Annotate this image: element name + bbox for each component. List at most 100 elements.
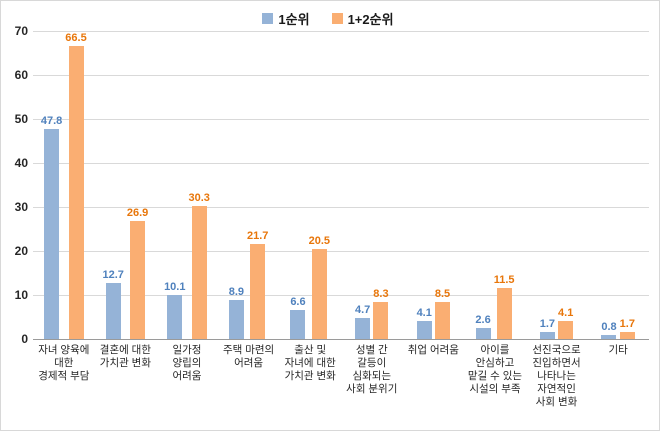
bar xyxy=(68,46,84,339)
grid-layer xyxy=(33,31,649,339)
bar-value-label: 0.8 xyxy=(601,321,617,334)
bar-value-label: 4.1 xyxy=(416,306,432,319)
bar xyxy=(191,205,207,339)
bar-value-label: 8.5 xyxy=(434,287,451,300)
bar-column: 12.7 xyxy=(102,269,124,339)
bar xyxy=(619,331,635,339)
bar-value-label: 2.6 xyxy=(475,313,491,326)
bar-column: 2.6 xyxy=(475,313,491,339)
legend-label: 1순위 xyxy=(278,11,310,27)
gridline xyxy=(33,75,649,76)
bar xyxy=(601,335,617,339)
x-category-label: 취업 어려움 xyxy=(407,344,459,356)
bar xyxy=(130,220,146,339)
bar-value-label: 30.3 xyxy=(188,191,210,204)
bar xyxy=(167,294,183,339)
bar-column: 11.5 xyxy=(494,274,515,339)
bar-column: 10.1 xyxy=(164,281,185,339)
y-tick-label: 20 xyxy=(14,244,28,258)
legend-label: 1+2순위 xyxy=(347,11,394,27)
gridline xyxy=(33,31,649,32)
gridline xyxy=(33,163,649,164)
bar-group: 4.1 8.5 xyxy=(403,31,465,339)
gridline xyxy=(33,207,649,208)
bar xyxy=(475,327,491,339)
bar-value-label: 21.7 xyxy=(247,229,269,242)
x-category-label: 아이를 안심하고 맡길 수 있는 시설의 부족 xyxy=(467,344,523,395)
y-tick-label: 70 xyxy=(14,24,28,38)
y-tick-label: 40 xyxy=(14,156,28,170)
x-category-label: 기타 xyxy=(608,344,628,356)
bar xyxy=(311,248,327,339)
x-category-label: 출산 및 자녀에 대한 가치관 변화 xyxy=(284,344,336,382)
bar-value-label: 20.5 xyxy=(308,234,331,247)
bar-column: 20.5 xyxy=(309,235,330,339)
bar-value-label: 8.9 xyxy=(228,285,245,298)
bar-column: 30.3 xyxy=(188,191,210,339)
x-category-label: 결혼에 대한 가치관 변화 xyxy=(99,344,151,369)
y-tick-label: 50 xyxy=(14,112,28,126)
x-category-label: 자녀 양육에 대한 경제적 부담 xyxy=(38,344,90,382)
bar-group: 0.8 1.7 xyxy=(587,31,649,339)
legend: 1순위 1+2순위 xyxy=(7,7,649,29)
bar-column: 21.7 xyxy=(247,230,268,339)
bar-value-label: 1.7 xyxy=(619,317,635,330)
bar-value-label: 26.9 xyxy=(126,206,149,219)
bar xyxy=(435,301,450,339)
gridline xyxy=(33,119,649,120)
bar-value-label: 8.3 xyxy=(373,288,389,301)
chart-body: 0 10 20 30 40 50 60 70 47.8 66.5 12.7 26.9 10.1 30.3… xyxy=(7,24,649,409)
bar-group: 4.7 8.3 xyxy=(341,31,403,339)
bar-column: 1.7 xyxy=(540,318,555,339)
bar-value-label: 11.5 xyxy=(493,274,515,287)
bar xyxy=(355,318,371,339)
bar-group: 12.7 26.9 xyxy=(95,31,157,339)
x-category-label: 주택 마련의 어려움 xyxy=(222,344,275,369)
bar-column: 26.9 xyxy=(127,207,148,339)
y-tick-label: 60 xyxy=(14,68,28,82)
bar-column: 8.5 xyxy=(435,288,450,339)
bar-group: 8.9 21.7 xyxy=(218,31,280,339)
legend-swatch-icon xyxy=(331,12,343,24)
bar-value-label: 6.6 xyxy=(290,295,306,308)
bar-group: 10.1 30.3 xyxy=(156,31,218,339)
bar-group: 2.6 11.5 xyxy=(464,31,526,339)
bar xyxy=(373,302,389,339)
bar-value-label: 4.7 xyxy=(354,304,371,317)
legend-swatch-icon xyxy=(262,12,274,24)
bar-value-label: 4.1 xyxy=(558,306,574,319)
bar xyxy=(228,299,244,339)
bar-column: 4.1 xyxy=(417,307,432,339)
plot-area: 47.8 66.5 12.7 26.9 10.1 30.3 8.9 21.7 6.6 20.5 4.… xyxy=(33,31,649,340)
bar xyxy=(250,243,266,339)
bar-value-label: 66.5 xyxy=(65,32,87,45)
bar xyxy=(105,283,121,339)
bar-column: 8.9 xyxy=(229,286,244,339)
bar xyxy=(290,309,306,339)
bar-column: 0.8 xyxy=(601,321,617,339)
plot-column: 47.8 66.5 12.7 26.9 10.1 30.3 8.9 21.7 6.6 20.5 4.… xyxy=(33,31,649,409)
legend-item: 1+2순위 xyxy=(331,9,394,28)
bar-group: 6.6 20.5 xyxy=(279,31,341,339)
bar xyxy=(416,320,432,339)
bar xyxy=(539,331,555,339)
bar-group: 1.7 4.1 xyxy=(526,31,588,339)
bar-column: 1.7 xyxy=(620,318,635,339)
y-tick-label: 10 xyxy=(14,288,28,302)
bar-column: 66.5 xyxy=(65,32,87,339)
bar xyxy=(558,320,574,339)
bar-column: 6.6 xyxy=(290,295,306,339)
x-axis-labels: 자녀 양육에 대한 경제적 부담 결혼에 대한 가치관 변화 일가정 양립의 어려움 주택 마련… xyxy=(33,344,649,409)
gridline xyxy=(33,295,649,296)
y-tick-label: 0 xyxy=(21,332,28,346)
bar-column: 47.8 xyxy=(41,115,62,339)
y-axis: 0 10 20 30 40 50 60 70 xyxy=(7,24,33,346)
x-category-label: 일가정 양립의 어려움 xyxy=(172,344,202,382)
bar-value-label: 1.7 xyxy=(539,317,556,330)
bar-value-label: 10.1 xyxy=(164,280,186,293)
legend-item: 1순위 xyxy=(262,9,310,28)
x-category-label: 성별 간 갈등이 심화되는 사회 분위기 xyxy=(346,344,398,395)
bar-value-label: 47.8 xyxy=(40,114,63,127)
x-category-label: 선진국으로 진입하면서 나타나는 자연적인 사회 변화 xyxy=(532,344,581,408)
